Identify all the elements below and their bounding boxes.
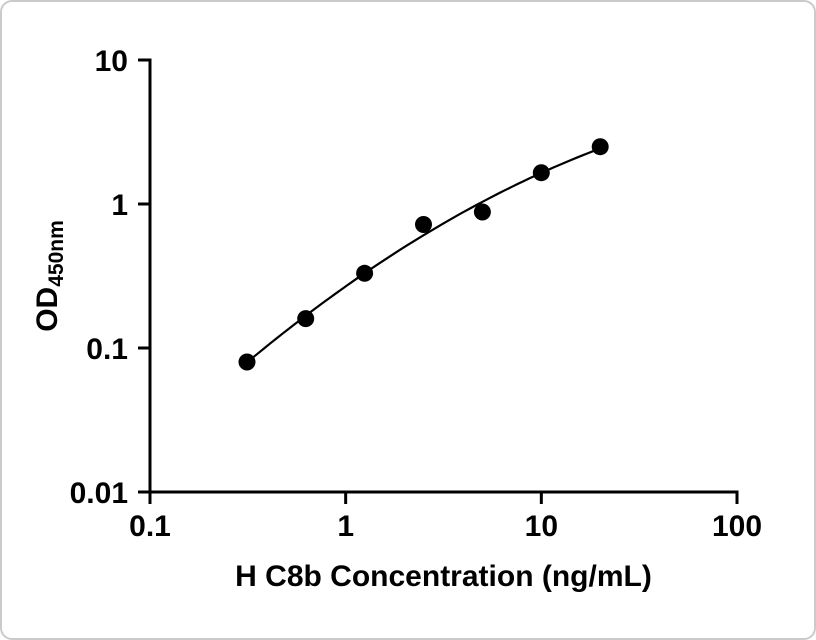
data-point <box>238 353 256 371</box>
data-point <box>591 138 609 156</box>
fit-curve <box>246 147 601 364</box>
y-tick-label: 1 <box>111 189 128 222</box>
x-tick-label: 10 <box>525 510 558 543</box>
y-tick-label: 0.01 <box>70 477 128 510</box>
y-axis-title-subscript: 450nm <box>45 220 68 287</box>
y-tick-label: 0.1 <box>86 333 128 366</box>
data-point <box>532 164 550 182</box>
x-tick-label: 100 <box>712 510 762 543</box>
data-point <box>415 216 432 233</box>
data-point <box>297 310 315 328</box>
x-tick-label: 1 <box>337 510 354 543</box>
y-tick-label: 10 <box>95 45 128 78</box>
data-point <box>473 203 491 221</box>
y-axis-title-main: OD <box>31 286 64 332</box>
data-point <box>356 264 374 282</box>
x-axis-title: H C8b Concentration (ng/mL) <box>235 560 652 593</box>
x-tick-label: 0.1 <box>129 510 171 543</box>
y-axis-title: OD450nm <box>31 220 68 332</box>
